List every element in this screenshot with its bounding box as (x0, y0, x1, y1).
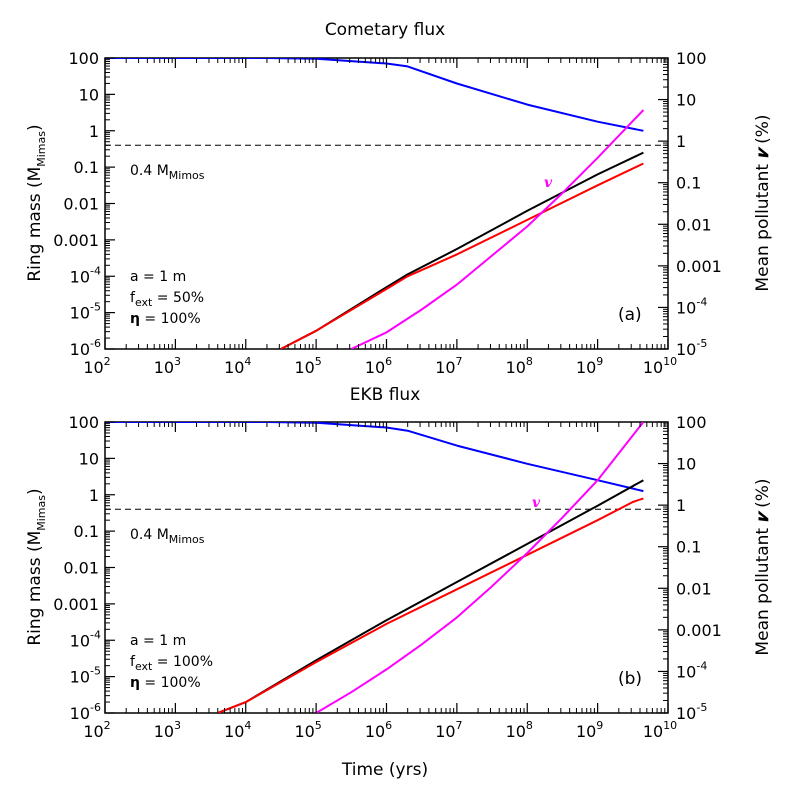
x-tick-label: 1010 (643, 355, 677, 377)
x-tick-label: 104 (224, 355, 251, 377)
panel-a-reference-label: 0.4 MMimos (130, 163, 205, 182)
y-right-tick-label: 10 (676, 455, 696, 474)
x-tick-label: 107 (435, 355, 462, 377)
panel-a-annotation-eta: η = 100% (130, 311, 201, 327)
x-tick-label: 108 (506, 355, 533, 377)
y-left-tick-label: 100 (68, 49, 99, 68)
x-tick-label: 102 (83, 355, 110, 377)
y-left-tick-label: 10-5 (70, 301, 101, 323)
y-left-tick-label: 100 (68, 413, 99, 432)
panel-b-annotation-a: a = 1 m (130, 633, 186, 649)
panel-a-right-ylabel: Mean pollutant 𝒗 (%) (753, 114, 773, 291)
x-tick-label: 103 (154, 719, 181, 741)
y-left-tick-label: 10 (79, 449, 99, 468)
x-tick-label: 103 (154, 355, 181, 377)
y-left-tick-label: 10 (79, 85, 99, 104)
y-right-tick-label: 0.1 (676, 174, 701, 193)
y-left-tick-label: 10-5 (70, 665, 101, 687)
y-right-tick-label: 0.01 (676, 579, 712, 598)
y-left-tick-label: 1 (89, 486, 99, 505)
y-left-tick-label: 0.001 (53, 595, 99, 614)
y-left-tick-label: 0.001 (53, 231, 99, 250)
panel-a-annotation-f: fext = 50% (130, 290, 204, 309)
series-pollutant-v (315, 422, 645, 713)
series-ring-mass-red (280, 162, 644, 349)
y-right-tick-label: 1 (676, 132, 686, 151)
x-tick-label: 102 (83, 719, 110, 741)
y-right-tick-label: 0.01 (676, 215, 712, 234)
panel-a-annotation-a: a = 1 m (130, 269, 186, 285)
panel-a-v-label: v (544, 175, 553, 191)
y-right-tick-label: 10-5 (676, 701, 707, 723)
series-ring-mass-total (105, 58, 644, 132)
y-right-tick-label: 100 (676, 49, 707, 68)
y-left-tick-label: 0.01 (63, 559, 99, 578)
panel-b-annotation-eta: η = 100% (130, 675, 201, 691)
panel-b-title: EKB flux (350, 385, 421, 405)
panel-b-axes: 102 103 104 105 106 107 108 109 1010 100 10 1 0.1 0.0… (53, 413, 722, 741)
y-left-tick-label: 0.01 (63, 195, 99, 214)
panel-b-reference-label: 0.4 MMimos (130, 527, 205, 546)
x-tick-label: 105 (294, 355, 321, 377)
panel-b-label: (b) (618, 669, 642, 689)
y-right-tick-label: 10-4 (676, 659, 707, 681)
x-tick-label: 105 (294, 719, 321, 741)
y-right-tick-label: 100 (676, 413, 707, 432)
y-left-tick-label: 10-4 (70, 628, 101, 650)
panel-b-annotation-f: fext = 100% (130, 654, 213, 673)
y-right-tick-label: 0.001 (676, 257, 722, 276)
x-tick-label: 109 (576, 719, 603, 741)
series-ring-mass-red (217, 497, 644, 713)
panel-a-axes: 102 103 104 105 106 107 108 109 1010 100 10 1 0.1 0.0… (53, 49, 722, 377)
series-ring-mass-black (217, 479, 644, 713)
y-right-tick-label: 10-5 (676, 337, 707, 359)
y-right-tick-label: 10-4 (676, 295, 707, 317)
panel-a: Cometary flux Ring mass (MMimas) Mean po… (25, 20, 773, 377)
series-ring-mass-total (105, 422, 644, 493)
x-tick-label: 107 (435, 719, 462, 741)
panel-b-v-label: v (532, 495, 541, 511)
y-right-tick-label: 0.1 (676, 538, 701, 557)
y-left-tick-label: 10-6 (70, 337, 101, 359)
panel-b-right-ylabel: Mean pollutant 𝒗 (%) (753, 478, 773, 655)
x-axis-label: Time (yrs) (341, 760, 428, 780)
x-tick-label: 106 (365, 355, 392, 377)
y-right-tick-label: 10 (676, 91, 696, 110)
x-tick-label: 109 (576, 355, 603, 377)
y-left-tick-label: 0.1 (74, 158, 99, 177)
x-tick-label: 104 (224, 719, 251, 741)
series-pollutant-v (350, 109, 645, 349)
y-left-tick-label: 10-6 (70, 701, 101, 723)
panel-b-left-ylabel: Ring mass (MMimas) (25, 488, 48, 645)
panel-a-left-ylabel: Ring mass (MMimas) (25, 124, 48, 281)
panel-a-label: (a) (618, 305, 642, 325)
x-tick-label: 1010 (643, 719, 677, 741)
y-right-tick-label: 1 (676, 496, 686, 515)
y-left-tick-label: 1 (89, 122, 99, 141)
y-left-tick-label: 10-4 (70, 264, 101, 286)
x-tick-label: 108 (506, 719, 533, 741)
panel-b: EKB flux Ring mass (MMimas) Mean polluta… (25, 385, 773, 780)
y-left-tick-label: 0.1 (74, 522, 99, 541)
panel-a-title: Cometary flux (325, 20, 445, 40)
x-tick-label: 106 (365, 719, 392, 741)
y-right-tick-label: 0.001 (676, 621, 722, 640)
